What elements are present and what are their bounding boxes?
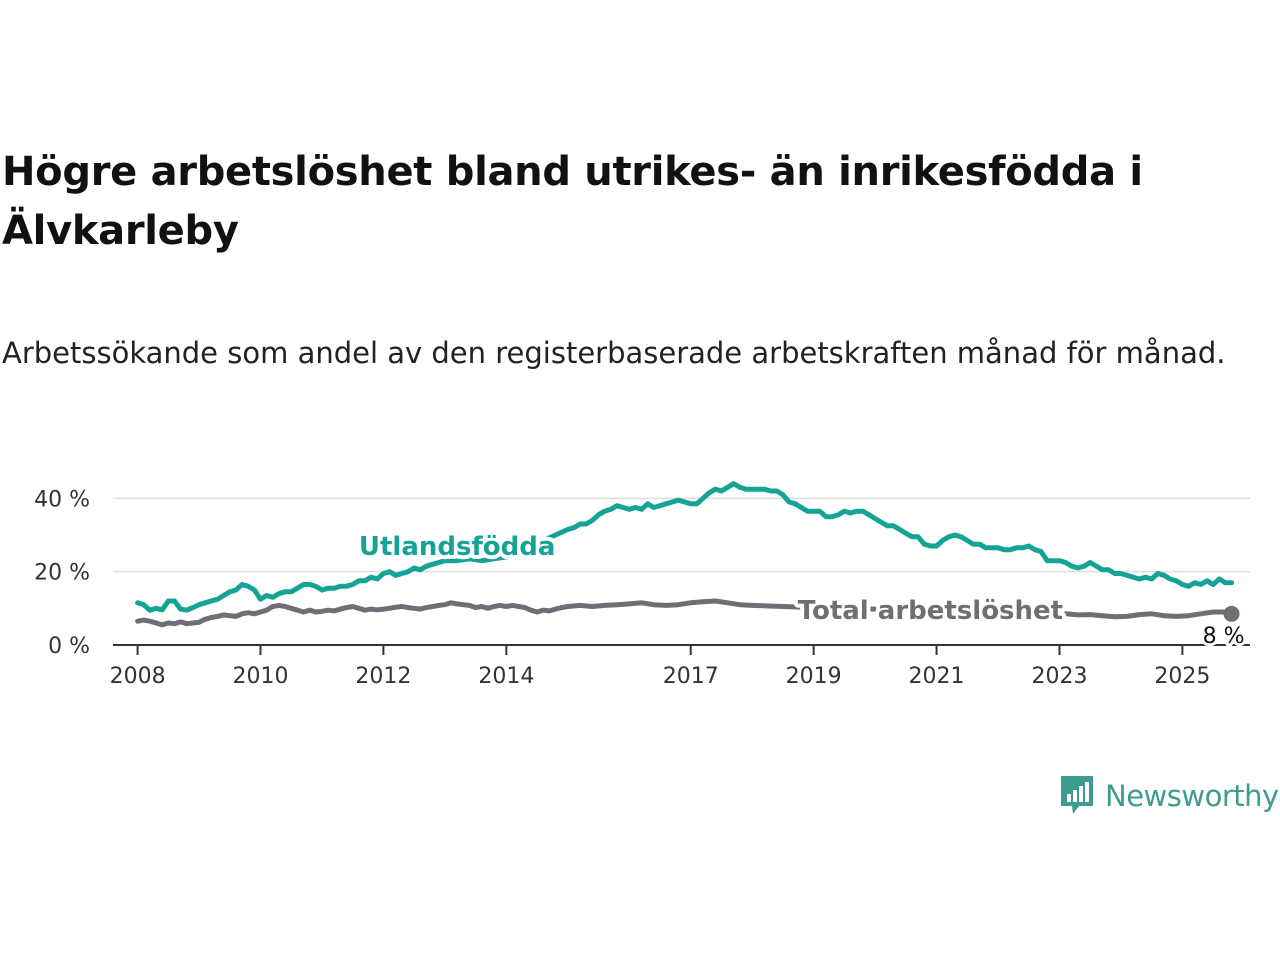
y-tick-label: 0 % [48, 634, 90, 659]
x-tick-label: 2012 [355, 664, 411, 689]
series-labels: Utlandsfödda Total arbetslöshet 8 % [355, 528, 1248, 652]
x-axis: 2008 2010 2012 2014 2017 2019 2021 2023 2025 [110, 644, 1250, 689]
series-line [135, 598, 1235, 628]
series-line [135, 481, 1235, 613]
series-label: Utlandsfödda [359, 532, 556, 562]
x-tick-label: 2008 [110, 664, 166, 689]
brand-name: Newsworthy [1105, 779, 1279, 813]
chart-subtitle: Arbetssökande som andel av den registerb… [2, 336, 1226, 370]
end-point-marker [1223, 605, 1240, 622]
end-value-label: 8 % [1203, 624, 1245, 649]
series-label: Total arbetslöshet [798, 596, 1063, 626]
y-tick-label: 20 % [34, 561, 90, 586]
gridlines [113, 497, 1250, 573]
chart-title: Högre arbetslöshet bland utrikes- än inr… [2, 149, 1143, 254]
x-tick-label: 2010 [233, 664, 289, 689]
x-tick-label: 2014 [478, 664, 534, 689]
y-axis-labels: 0 % 20 % 40 % [34, 487, 90, 659]
x-tick-label: 2025 [1154, 664, 1210, 689]
newsworthy-logo: Newsworthy [1059, 774, 1279, 818]
y-tick-label: 40 % [34, 487, 90, 512]
x-tick-label: 2023 [1031, 664, 1087, 689]
series-lines [135, 481, 1235, 628]
bar-chart-bubble-icon [1061, 776, 1093, 814]
x-tick-label: 2017 [663, 664, 719, 689]
x-tick-label: 2021 [909, 664, 965, 689]
x-tick-label: 2019 [786, 664, 842, 689]
